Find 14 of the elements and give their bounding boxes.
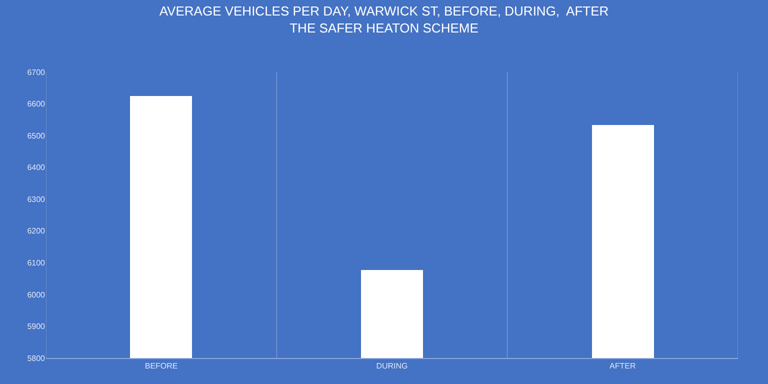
x-tick-label: DURING bbox=[376, 362, 408, 371]
y-tick-label: 6000 bbox=[27, 290, 46, 300]
y-tick-label: 6300 bbox=[27, 194, 46, 204]
y-tick-label: 6500 bbox=[27, 131, 46, 140]
y-tick-label: 5900 bbox=[27, 322, 46, 332]
y-tick-label: 5800 bbox=[27, 354, 46, 363]
y-tick-label: 6700 bbox=[27, 68, 46, 77]
y-tick-label: 6400 bbox=[27, 163, 46, 172]
y-tick-label: 6100 bbox=[27, 258, 46, 268]
y-tick-label: 6200 bbox=[27, 226, 46, 236]
x-tick-label: AFTER bbox=[610, 362, 636, 371]
y-tick-label: 6600 bbox=[27, 100, 46, 109]
x-tick-label: BEFORE bbox=[144, 362, 178, 371]
chart-title: AVERAGE VEHICLES PER DAY, WARWICK ST, BEFORE, DURING, AFTER THE SAFER HEATON SCHEME bbox=[159, 3, 609, 36]
